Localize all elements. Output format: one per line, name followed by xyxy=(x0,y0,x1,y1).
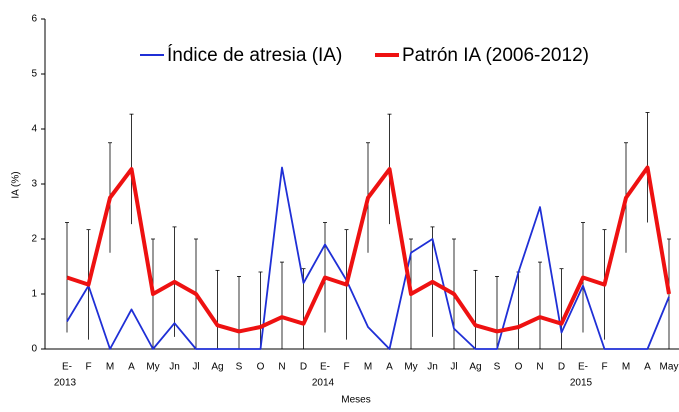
x-tick-label: Jl xyxy=(192,362,199,373)
x-tick-label: M xyxy=(622,362,630,373)
x-tick-label: S xyxy=(236,362,243,373)
x-tick-label: N xyxy=(278,362,285,373)
x-tick-label: A xyxy=(644,362,651,373)
x-tick-label: Ag xyxy=(211,362,223,373)
y-tick-label: 0 xyxy=(31,344,37,355)
x-axis-label: Meses xyxy=(341,395,370,406)
x-tick-label: A xyxy=(386,362,393,373)
x-tick-label: O xyxy=(257,362,265,373)
x-tick-label: A xyxy=(128,362,135,373)
x-tick-label: E- xyxy=(320,362,330,373)
y-axis-label: IA (%) xyxy=(11,171,22,198)
x-tick-label: D xyxy=(558,362,565,373)
x-tick-label: Ag xyxy=(469,362,481,373)
x-tick-label: Jn xyxy=(169,362,180,373)
x-tick-label: D xyxy=(300,362,307,373)
x-tick-label: M xyxy=(364,362,372,373)
x-tick-label: My xyxy=(146,362,159,373)
x-tick-label: Jn xyxy=(427,362,438,373)
x-tick-label: My xyxy=(404,362,417,373)
y-tick-label: 2 xyxy=(31,234,37,245)
x-tick-label: E- xyxy=(62,362,72,373)
x-tick-label: F xyxy=(85,362,91,373)
x-group-label: 2013 xyxy=(54,378,77,389)
x-tick-label: N xyxy=(536,362,543,373)
x-tick-label: F xyxy=(601,362,607,373)
y-tick-label: 1 xyxy=(31,289,37,300)
x-tick-label: F xyxy=(343,362,349,373)
legend-label: Patrón IA (2006-2012) xyxy=(402,45,589,66)
series-line xyxy=(66,165,671,334)
y-tick-label: 5 xyxy=(31,69,37,80)
x-tick-label: S xyxy=(494,362,501,373)
x-group-label: 2015 xyxy=(570,378,593,389)
x-group-label: 2014 xyxy=(312,378,335,389)
x-tick-label: E- xyxy=(578,362,588,373)
x-tick-label: O xyxy=(515,362,523,373)
x-tick-label: May xyxy=(660,362,679,373)
series-line xyxy=(66,166,670,350)
y-tick-label: 3 xyxy=(31,179,37,190)
x-tick-label: M xyxy=(106,362,114,373)
y-tick-label: 4 xyxy=(31,124,37,135)
y-tick-label: 6 xyxy=(31,14,37,25)
legend-label: Índice de atresia (IA) xyxy=(167,45,342,66)
x-tick-label: Jl xyxy=(450,362,457,373)
